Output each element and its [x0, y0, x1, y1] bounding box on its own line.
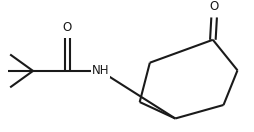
Text: O: O — [210, 0, 219, 13]
Text: O: O — [63, 22, 72, 34]
Text: NH: NH — [92, 64, 109, 77]
